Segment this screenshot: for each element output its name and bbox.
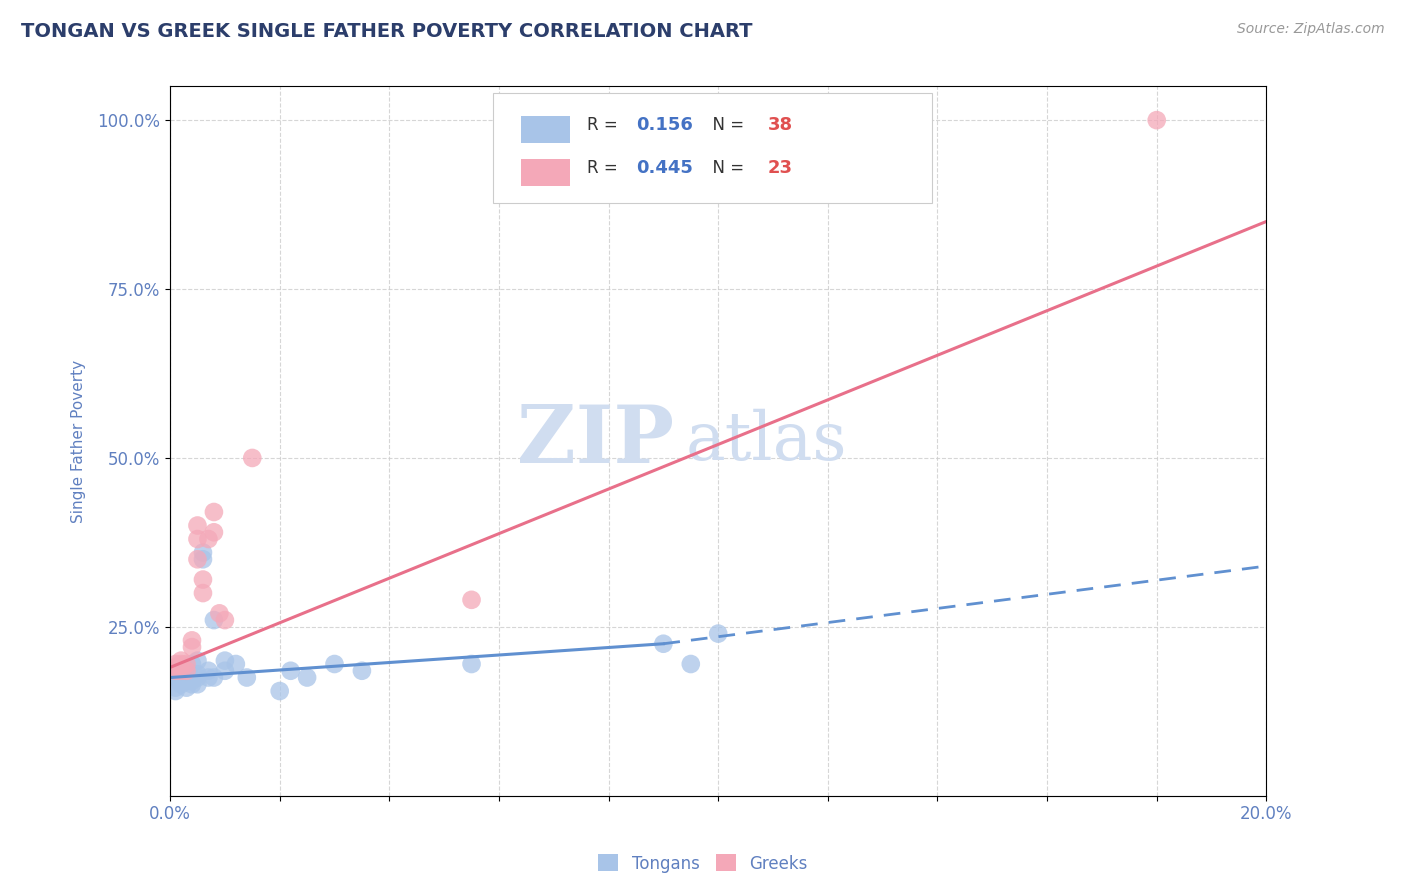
Point xyxy=(176,671,198,685)
Point xyxy=(191,545,214,559)
Point xyxy=(186,552,208,566)
Point xyxy=(165,684,187,698)
Point xyxy=(186,667,208,681)
Point xyxy=(214,654,236,668)
Point xyxy=(460,657,482,671)
Text: R =: R = xyxy=(586,116,623,135)
FancyBboxPatch shape xyxy=(520,159,571,186)
Point xyxy=(186,532,208,546)
Point xyxy=(165,657,187,671)
Point xyxy=(240,450,263,465)
Point xyxy=(707,626,730,640)
Point xyxy=(202,613,225,627)
Point xyxy=(208,607,231,621)
Point xyxy=(181,673,204,688)
Point xyxy=(269,684,291,698)
Point xyxy=(181,677,204,691)
FancyBboxPatch shape xyxy=(494,94,932,203)
Text: Source: ZipAtlas.com: Source: ZipAtlas.com xyxy=(1237,22,1385,37)
Point xyxy=(186,677,208,691)
Point xyxy=(186,671,208,685)
Point xyxy=(202,671,225,685)
Text: ZIP: ZIP xyxy=(517,402,675,480)
Point xyxy=(197,664,219,678)
Point xyxy=(181,657,204,671)
Text: N =: N = xyxy=(702,159,749,177)
Point xyxy=(176,657,198,671)
Point xyxy=(197,671,219,685)
Text: TONGAN VS GREEK SINGLE FATHER POVERTY CORRELATION CHART: TONGAN VS GREEK SINGLE FATHER POVERTY CO… xyxy=(21,22,752,41)
Text: 38: 38 xyxy=(768,116,793,135)
Point xyxy=(191,586,214,600)
Point xyxy=(176,660,198,674)
Point xyxy=(170,657,193,671)
Point xyxy=(165,664,187,678)
Point xyxy=(181,640,204,654)
Text: N =: N = xyxy=(702,116,749,135)
Point xyxy=(176,664,198,678)
Text: R =: R = xyxy=(586,159,623,177)
Point xyxy=(679,657,702,671)
Point xyxy=(176,681,198,695)
Point xyxy=(350,664,373,678)
Point xyxy=(652,637,675,651)
Text: 0.156: 0.156 xyxy=(636,116,693,135)
Point xyxy=(214,613,236,627)
Point xyxy=(1146,113,1168,128)
Point xyxy=(165,681,187,695)
Point xyxy=(202,525,225,540)
Y-axis label: Single Father Poverty: Single Father Poverty xyxy=(72,359,86,523)
Text: atlas: atlas xyxy=(685,409,846,474)
Point xyxy=(181,671,204,685)
Point xyxy=(191,552,214,566)
Point xyxy=(202,505,225,519)
Point xyxy=(214,664,236,678)
Point xyxy=(170,664,193,678)
Text: 23: 23 xyxy=(768,159,793,177)
Point xyxy=(170,654,193,668)
Point xyxy=(176,673,198,688)
Point xyxy=(225,657,247,671)
Point xyxy=(186,654,208,668)
Point xyxy=(186,518,208,533)
Point xyxy=(323,657,346,671)
Point xyxy=(191,573,214,587)
Point xyxy=(295,671,318,685)
Point xyxy=(165,671,187,685)
Point xyxy=(460,592,482,607)
Point xyxy=(170,671,193,685)
Point xyxy=(170,673,193,688)
Point xyxy=(236,671,259,685)
Point xyxy=(165,660,187,674)
Point xyxy=(181,633,204,648)
FancyBboxPatch shape xyxy=(520,116,571,143)
Point xyxy=(170,677,193,691)
Legend: Tongans, Greeks: Tongans, Greeks xyxy=(592,847,814,880)
Point xyxy=(280,664,302,678)
Text: 0.445: 0.445 xyxy=(636,159,693,177)
Point xyxy=(197,532,219,546)
Point xyxy=(170,667,193,681)
